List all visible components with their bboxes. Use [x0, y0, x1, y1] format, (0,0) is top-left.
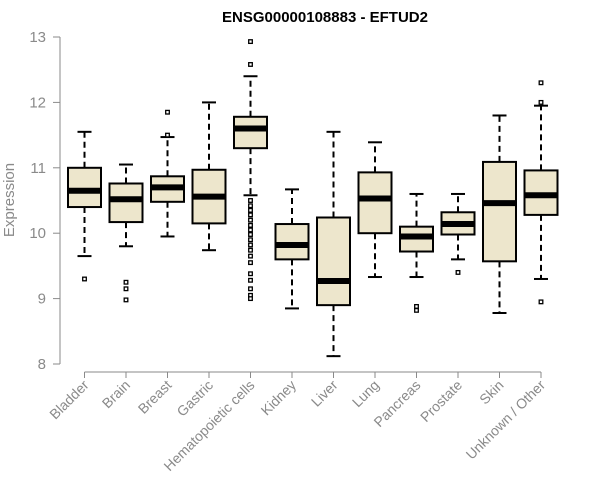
- outlier-point: [82, 276, 87, 282]
- outlier-point: [248, 286, 253, 292]
- y-tick-label: 12: [29, 94, 46, 111]
- outlier-point: [414, 307, 419, 313]
- outlier-point: [123, 279, 129, 285]
- outlier-point: [248, 242, 253, 248]
- outlier-point: [248, 247, 253, 253]
- outlier-point: [248, 207, 253, 213]
- outlier-point: [248, 260, 253, 266]
- outlier-point: [248, 237, 253, 243]
- box-group: [67, 130, 102, 282]
- box: [482, 160, 517, 263]
- x-tick-label: Brain: [99, 377, 133, 411]
- box: [67, 166, 102, 209]
- box-group: [191, 101, 227, 252]
- y-tick-label: 8: [38, 356, 46, 373]
- box: [357, 171, 393, 235]
- box-group: [399, 192, 434, 313]
- outlier-point: [248, 253, 253, 259]
- outlier-point: [248, 217, 253, 223]
- y-tick-label: 9: [38, 291, 46, 308]
- x-tick-label: Bladder: [46, 377, 92, 423]
- outlier-point: [248, 203, 253, 209]
- outlier-point: [248, 271, 253, 277]
- outlier-point: [538, 299, 544, 305]
- y-tick-label: 10: [29, 225, 46, 242]
- y-tick-label: 11: [30, 160, 46, 177]
- outlier-point: [248, 62, 253, 67]
- y-axis: 8 9 10 11 12 13: [29, 29, 61, 373]
- outlier-point: [248, 277, 253, 283]
- box: [316, 216, 351, 307]
- box: [108, 182, 144, 224]
- x-tick-label: Lung: [349, 377, 382, 410]
- outlier-point: [165, 109, 170, 115]
- box-group: [274, 188, 310, 310]
- x-tick-label: Prostate: [417, 377, 465, 425]
- outlier-point: [123, 297, 129, 303]
- outlier-point: [538, 80, 544, 86]
- box-group: [233, 39, 268, 302]
- x-tick-label: Breast: [135, 377, 175, 417]
- y-tick-label: 13: [29, 29, 46, 46]
- x-tick-label: Kidney: [258, 377, 300, 419]
- box-group: [482, 114, 517, 314]
- box-group: [108, 163, 144, 303]
- x-tick-label: Unknown / Other: [463, 377, 549, 463]
- outlier-point: [248, 198, 253, 203]
- plot-area: [67, 39, 559, 358]
- outlier-point: [248, 227, 253, 233]
- box: [233, 115, 268, 150]
- box-group: [440, 192, 476, 275]
- outlier-point: [248, 39, 253, 45]
- outlier-point: [455, 269, 461, 275]
- outlier-point: [123, 286, 129, 292]
- outlier-point: [414, 303, 419, 309]
- x-tick-label: Skin: [476, 377, 507, 408]
- y-axis-label: Expression: [1, 163, 18, 237]
- box-group: [523, 80, 559, 305]
- box-group: [150, 109, 185, 238]
- outlier-point: [165, 132, 170, 138]
- box-group: [316, 130, 351, 358]
- outlier-point: [248, 212, 253, 218]
- x-tick-label: Liver: [308, 377, 341, 410]
- chart-title: ENSG00000108883 - EFTUD2: [222, 9, 428, 26]
- outlier-point: [248, 232, 253, 237]
- outlier-point: [248, 296, 253, 302]
- outlier-point: [248, 222, 253, 228]
- box: [274, 223, 310, 261]
- outlier-point: [538, 99, 544, 105]
- box-group: [357, 141, 393, 279]
